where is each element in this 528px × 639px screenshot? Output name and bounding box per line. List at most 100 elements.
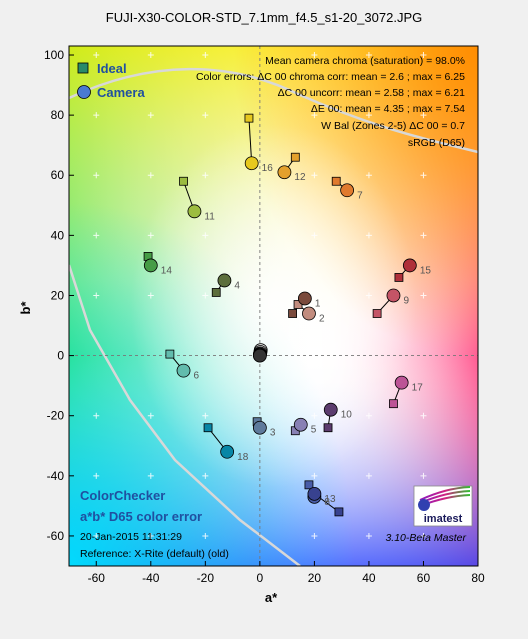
grid-cross xyxy=(202,292,209,299)
camera-point xyxy=(302,306,316,321)
grid-cross xyxy=(420,112,427,119)
ideal-point xyxy=(244,113,254,123)
grid-cross xyxy=(147,232,154,239)
grid-cross xyxy=(365,412,372,419)
x-axis-label: a* xyxy=(265,590,278,605)
camera-point xyxy=(293,417,308,432)
patch-label: 3 xyxy=(270,428,276,439)
ideal-point xyxy=(165,349,175,359)
camera-point xyxy=(297,291,312,306)
grid-cross xyxy=(311,292,318,299)
grid-cross xyxy=(93,412,100,419)
y-tick-label: -40 xyxy=(47,469,65,483)
patch-label: 1 xyxy=(315,298,321,309)
patch-label: 6 xyxy=(194,371,200,382)
chart-title: FUJI-X30-COLOR-STD_7.1mm_f4.5_s1-20_3072… xyxy=(105,10,423,25)
y-tick-label: 80 xyxy=(51,108,65,122)
patch-label: 4 xyxy=(234,280,240,291)
camera-point xyxy=(402,258,417,273)
grid-cross xyxy=(147,412,154,419)
grid-cross xyxy=(93,292,100,299)
camera-point xyxy=(217,273,232,288)
patch-label: 7 xyxy=(357,190,363,201)
patch-label: 8 xyxy=(324,497,330,508)
grid-cross xyxy=(147,292,154,299)
y-tick-label: -20 xyxy=(47,409,65,423)
ideal-point xyxy=(288,309,297,318)
patch-label: 18 xyxy=(237,452,249,463)
gamut-boundary-top xyxy=(69,67,478,154)
x-tick-label: -40 xyxy=(142,571,160,585)
ideal-point xyxy=(334,507,344,517)
grid-cross xyxy=(93,112,100,119)
footer-name: ColorChecker xyxy=(80,488,165,503)
camera-point xyxy=(187,204,202,219)
ideal-point xyxy=(211,288,221,297)
grid-cross xyxy=(93,52,100,59)
y-axis-label: b* xyxy=(18,301,33,315)
x-tick-label: 0 xyxy=(257,571,264,585)
patch-label: 17 xyxy=(412,383,424,394)
grid-cross xyxy=(365,292,372,299)
grid-cross xyxy=(365,232,372,239)
grid-cross xyxy=(420,232,427,239)
grid-cross xyxy=(147,472,154,479)
grid-cross xyxy=(311,532,318,539)
ideal-point xyxy=(331,176,341,186)
grid-cross xyxy=(311,472,318,479)
x-tick-label: -60 xyxy=(88,571,106,585)
grid-cross xyxy=(147,112,154,119)
camera-point xyxy=(176,363,191,378)
camera-point xyxy=(323,402,338,417)
stat-white-balance: W Bal (Zones 2-5) ΔC 00 = 0.7 xyxy=(321,120,465,132)
camera-point xyxy=(143,258,158,273)
grid-cross xyxy=(93,532,100,539)
patch-label: 9 xyxy=(403,295,409,306)
patch-label: 12 xyxy=(294,172,306,183)
x-tick-label: 60 xyxy=(417,571,431,585)
grid-cross xyxy=(93,232,100,239)
grid-cross xyxy=(365,472,372,479)
x-tick-label: 80 xyxy=(471,571,485,585)
grid-cross xyxy=(420,172,427,179)
footer-version: 3.10-Beta Master xyxy=(385,532,466,544)
grid-cross xyxy=(93,172,100,179)
grid-cross xyxy=(202,412,209,419)
ideal-point xyxy=(372,309,382,318)
grid-cross xyxy=(365,112,372,119)
camera-point xyxy=(252,348,267,363)
footer-block: ColorChecker a*b* D65 color error 20-Jan… xyxy=(80,488,466,560)
logo-text: imatest xyxy=(424,513,463,525)
legend-camera-label: Camera xyxy=(97,85,145,100)
stat-de00: ΔE 00: mean = 4.35 ; max = 7.54 xyxy=(311,103,465,115)
grid-cross xyxy=(311,112,318,119)
patch-label: 2 xyxy=(319,314,325,325)
grid-cross xyxy=(202,532,209,539)
grid-cross xyxy=(365,172,372,179)
patch-label: 15 xyxy=(420,265,432,276)
ideal-point xyxy=(394,273,404,282)
camera-point xyxy=(220,444,235,459)
camera-point xyxy=(307,486,322,501)
stats-block: Mean camera chroma (saturation) = 98.0% … xyxy=(196,55,465,149)
patch-label: 11 xyxy=(204,211,215,222)
x-tick-label: 40 xyxy=(362,571,376,585)
patch-label: 13 xyxy=(324,494,336,505)
ideal-point xyxy=(290,152,300,162)
stat-dc00-corr: Color errors: ΔC 00 chroma corr: mean = … xyxy=(196,71,465,83)
grid-cross xyxy=(420,532,427,539)
legend-ideal-label: Ideal xyxy=(97,61,127,76)
legend-camera-marker xyxy=(77,85,91,99)
footer-subtitle: a*b* D65 color error xyxy=(80,509,202,524)
grid-cross xyxy=(420,412,427,419)
ideal-point xyxy=(389,399,398,409)
camera-point xyxy=(394,375,409,390)
patch-label: 10 xyxy=(341,410,353,421)
grid-cross xyxy=(202,232,209,239)
grid-cross xyxy=(93,472,100,479)
legend: Ideal Camera xyxy=(77,61,145,100)
grid-cross xyxy=(311,172,318,179)
camera-point xyxy=(340,183,355,198)
grid-cross xyxy=(202,112,209,119)
